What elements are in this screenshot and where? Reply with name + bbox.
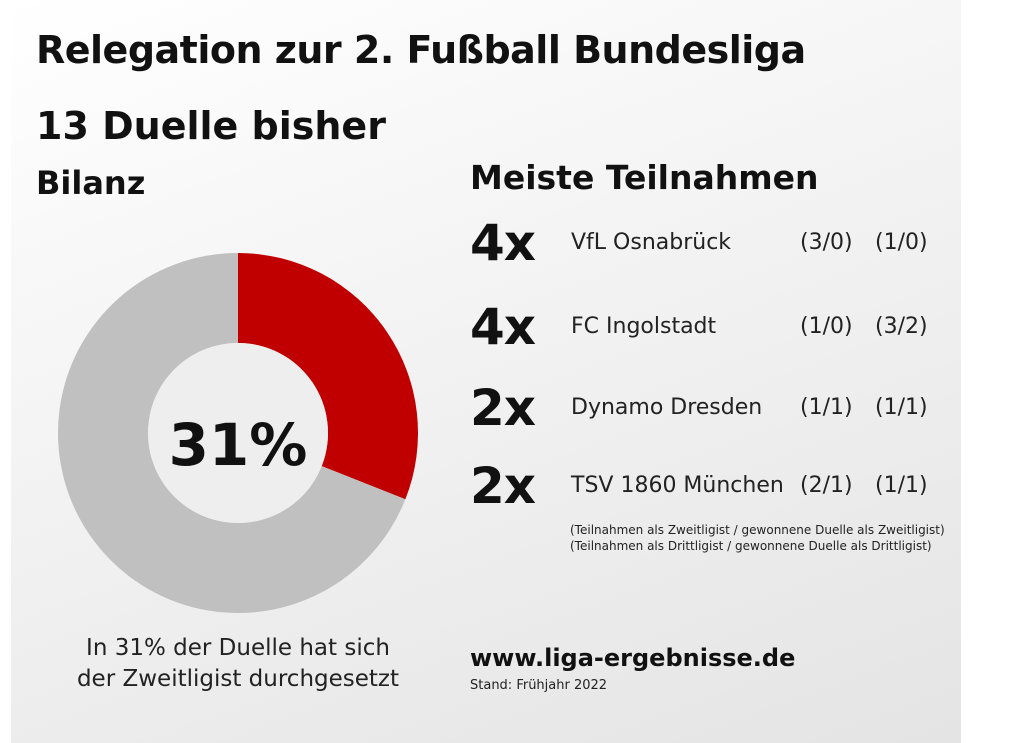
page-subtitle: 13 Duelle bisher bbox=[36, 104, 386, 148]
page-title: Relegation zur 2. Fußball Bundesliga bbox=[36, 28, 806, 72]
team-name: TSV 1860 München bbox=[571, 473, 784, 498]
zweitliga-stat: (1/1) bbox=[800, 395, 853, 420]
website-link[interactable]: www.liga-ergebnisse.de bbox=[470, 644, 796, 672]
donut-slice-0 bbox=[238, 253, 418, 500]
participation-count: 4x bbox=[470, 298, 536, 356]
caption-line-2: der Zweitligist durchgesetzt bbox=[76, 666, 400, 692]
team-row-1860: 2x TSV 1860 München (2/1) (1/1) bbox=[470, 456, 940, 526]
bilanz-heading: Bilanz bbox=[36, 164, 146, 202]
legend-line-drittliga: (Teilnahmen als Drittligist / gewonnene … bbox=[570, 539, 932, 553]
zweitliga-stat: (3/0) bbox=[800, 230, 853, 255]
team-name: VfL Osnabrück bbox=[571, 230, 732, 255]
stand-date: Stand: Frühjahr 2022 bbox=[470, 678, 608, 693]
donut-chart: 31% bbox=[58, 253, 418, 613]
donut-slices bbox=[58, 253, 418, 613]
drittliga-stat: (1/0) bbox=[875, 230, 928, 255]
participation-count: 2x bbox=[470, 457, 536, 515]
participation-count: 2x bbox=[470, 379, 536, 437]
zweitliga-stat: (1/0) bbox=[800, 314, 853, 339]
participation-count: 4x bbox=[470, 214, 536, 272]
drittliga-stat: (1/1) bbox=[875, 395, 928, 420]
teilnahmen-heading: Meiste Teilnahmen bbox=[470, 158, 819, 197]
team-row-dresden: 2x Dynamo Dresden (1/1) (1/1) bbox=[470, 378, 940, 448]
stats-legend: (Teilnahmen als Zweitligist / gewonnene … bbox=[570, 522, 945, 554]
team-name: FC Ingolstadt bbox=[571, 314, 717, 339]
bilanz-caption: In 31% der Duelle hat sich der Zweitligi… bbox=[50, 633, 426, 695]
donut-slice-1 bbox=[58, 253, 406, 613]
team-row-ingolstadt: 4x FC Ingolstadt (1/0) (3/2) bbox=[470, 297, 940, 367]
caption-line-1: In 31% der Duelle hat sich bbox=[86, 635, 390, 661]
team-row-osnabrueck: 4x VfL Osnabrück (3/0) (1/0) bbox=[470, 213, 940, 283]
legend-line-zweitliga: (Teilnahmen als Zweitligist / gewonnene … bbox=[570, 523, 945, 537]
donut-center-label: 31% bbox=[169, 411, 308, 479]
drittliga-stat: (1/1) bbox=[875, 473, 928, 498]
zweitliga-stat: (2/1) bbox=[800, 473, 853, 498]
drittliga-stat: (3/2) bbox=[875, 314, 928, 339]
team-name: Dynamo Dresden bbox=[571, 395, 763, 420]
donut-hole bbox=[148, 343, 328, 523]
